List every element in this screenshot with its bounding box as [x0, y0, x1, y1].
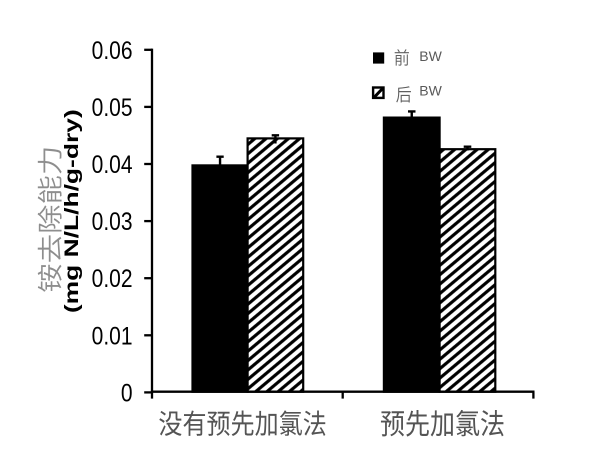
svg-text:0.06: 0.06 — [92, 36, 133, 64]
svg-text:0.03: 0.03 — [92, 207, 133, 235]
svg-text:(mg N/L/h/g-dry): (mg N/L/h/g-dry) — [61, 109, 82, 313]
svg-text:0.04: 0.04 — [92, 150, 133, 178]
svg-text:0: 0 — [121, 379, 133, 407]
svg-text:0.02: 0.02 — [92, 265, 133, 293]
svg-text:BW: BW — [419, 83, 442, 99]
svg-text:BW: BW — [419, 48, 442, 64]
svg-text:0.05: 0.05 — [92, 93, 133, 121]
svg-text:0.01: 0.01 — [92, 322, 133, 350]
